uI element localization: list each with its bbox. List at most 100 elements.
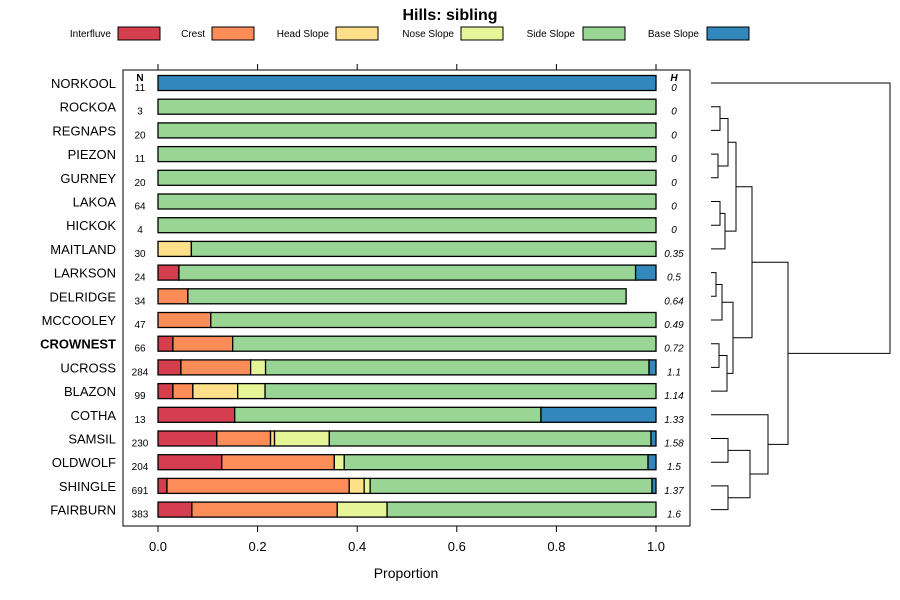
- dendrogram-link: [711, 485, 729, 511]
- bar-segment-base-slope: [157, 74, 657, 92]
- h-value: 1.14: [664, 391, 684, 402]
- bar-row-maitland: MAITLAND 30 0.35: [50, 240, 684, 260]
- bar-segment-head-slope: [157, 240, 193, 258]
- bar-segment-nose-slope: [333, 454, 345, 471]
- bar-segment-side-slope: [157, 169, 657, 186]
- row-label: LARKSON: [54, 266, 116, 281]
- bar-row-ucross: UCROSS 284 1.1: [60, 359, 681, 378]
- legend: Interfluve Crest Head Slope Nose Slope Side …: [70, 26, 750, 41]
- dendrogram-link: [711, 82, 891, 354]
- plot-frame: [122, 69, 691, 527]
- bar-row-crownest: CROWNEST 66 0.72: [40, 335, 684, 355]
- n-count: 11: [135, 154, 146, 165]
- x-tick-label: 0.4: [348, 539, 366, 554]
- h-value: 1.58: [664, 439, 684, 450]
- row-label: SHINGLE: [59, 479, 116, 494]
- bar-segment-nose-slope: [273, 430, 330, 447]
- row-label: NORKOOL: [51, 76, 116, 91]
- bar-segment-interfluve: [157, 477, 168, 495]
- h-value: 0: [671, 130, 677, 141]
- bar-segment-side-slope: [178, 264, 637, 281]
- row-label: CROWNEST: [40, 337, 116, 352]
- bar-row-lakoa: LAKOA 64 0: [73, 193, 677, 213]
- bar-row-oldwolf: OLDWOLF 204 1.5: [52, 454, 681, 473]
- bar-segment-head-slope: [192, 382, 239, 400]
- n-count: 64: [134, 202, 146, 213]
- bar-segment-side-slope: [157, 193, 657, 210]
- legend-swatch-crest: [211, 26, 255, 41]
- h-value: 0: [671, 202, 677, 213]
- n-count: 11: [135, 83, 146, 94]
- h-value: 1.33: [664, 415, 684, 426]
- bar-segment-side-slope: [264, 359, 650, 376]
- row-label: MAITLAND: [50, 242, 116, 257]
- bar-row-mccooley: MCCOOLEY 47 0.49: [42, 311, 684, 331]
- row-label: COTHA: [71, 408, 117, 423]
- bar-segment-nose-slope: [249, 359, 267, 376]
- bar-segment-crest: [172, 335, 234, 352]
- bar-segment-side-slope: [157, 122, 657, 139]
- row-label: ROCKOA: [60, 100, 117, 115]
- bar-row-shingle: SHINGLE 691 1.37: [59, 477, 684, 497]
- dendrogram-link: [711, 414, 769, 475]
- h-value: 0.5: [667, 273, 681, 284]
- bar-segment-side-slope: [328, 430, 652, 447]
- n-count: 230: [132, 439, 149, 450]
- h-value: 0.64: [664, 296, 684, 307]
- dendrogram: [711, 82, 891, 511]
- row-label: LAKOA: [73, 195, 117, 210]
- n-count: 3: [137, 107, 143, 118]
- bar-segment-crest: [180, 359, 252, 376]
- bar-segment-side-slope: [190, 240, 657, 258]
- n-count: 24: [134, 273, 146, 284]
- bar-segment-interfluve: [157, 454, 223, 471]
- n-count: 99: [134, 391, 146, 402]
- row-label: PIEZON: [68, 147, 116, 162]
- bar-segment-base-slope: [634, 264, 657, 281]
- n-count: 691: [132, 486, 149, 497]
- x-axis: 0.0 0.2 0.4 0.6 0.8 1.0: [149, 64, 665, 554]
- h-value: 1.1: [667, 367, 681, 378]
- bar-row-delridge: DELRIDGE 34 0.64: [50, 288, 684, 307]
- bar-segment-side-slope: [157, 98, 657, 115]
- dendrogram-link: [711, 153, 719, 179]
- row-label: OLDWOLF: [52, 455, 116, 470]
- h-value: 0.49: [664, 320, 684, 331]
- legend-swatch-head-slope: [335, 26, 379, 41]
- bar-segment-interfluve: [157, 406, 236, 423]
- bar-segment-crest: [166, 477, 350, 495]
- bar-segment-interfluve: [157, 382, 174, 400]
- h-value: 1.37: [664, 486, 684, 497]
- x-axis-label: Proportion: [374, 565, 439, 581]
- dendrogram-link: [725, 141, 737, 232]
- h-column-header: H: [670, 73, 678, 84]
- n-count: 66: [134, 344, 146, 355]
- h-value: 0: [671, 83, 677, 94]
- h-value: 0: [671, 225, 677, 236]
- n-count: 4: [137, 225, 143, 236]
- bar-segment-side-slope: [369, 477, 653, 495]
- row-label: BLAZON: [64, 384, 116, 399]
- bar-segment-side-slope: [232, 335, 657, 352]
- dendrogram-link: [711, 438, 729, 463]
- bar-segment-side-slope: [210, 311, 657, 329]
- bar-segment-crest: [157, 288, 189, 305]
- chart-title: Hills: sibling: [402, 7, 497, 24]
- bar-row-larkson: LARKSON 24 0.5: [54, 264, 681, 284]
- bar-row-cotha: COTHA 13 1.33: [71, 406, 684, 426]
- dendrogram-link: [711, 343, 720, 368]
- row-label: MCCOOLEY: [42, 313, 117, 328]
- row-label: REGNAPS: [52, 123, 116, 138]
- row-label: HICKOK: [66, 218, 116, 233]
- bar-segment-side-slope: [157, 145, 657, 163]
- bar-segment-head-slope: [348, 477, 365, 495]
- h-value: 0: [671, 107, 677, 118]
- legend-swatch-side-slope: [582, 26, 626, 41]
- n-count: 204: [132, 462, 149, 473]
- bar-segment-nose-slope: [237, 382, 266, 400]
- bar-segment-side-slope: [386, 501, 657, 518]
- bar-segment-base-slope: [647, 454, 657, 471]
- bar-segment-base-slope: [540, 406, 657, 423]
